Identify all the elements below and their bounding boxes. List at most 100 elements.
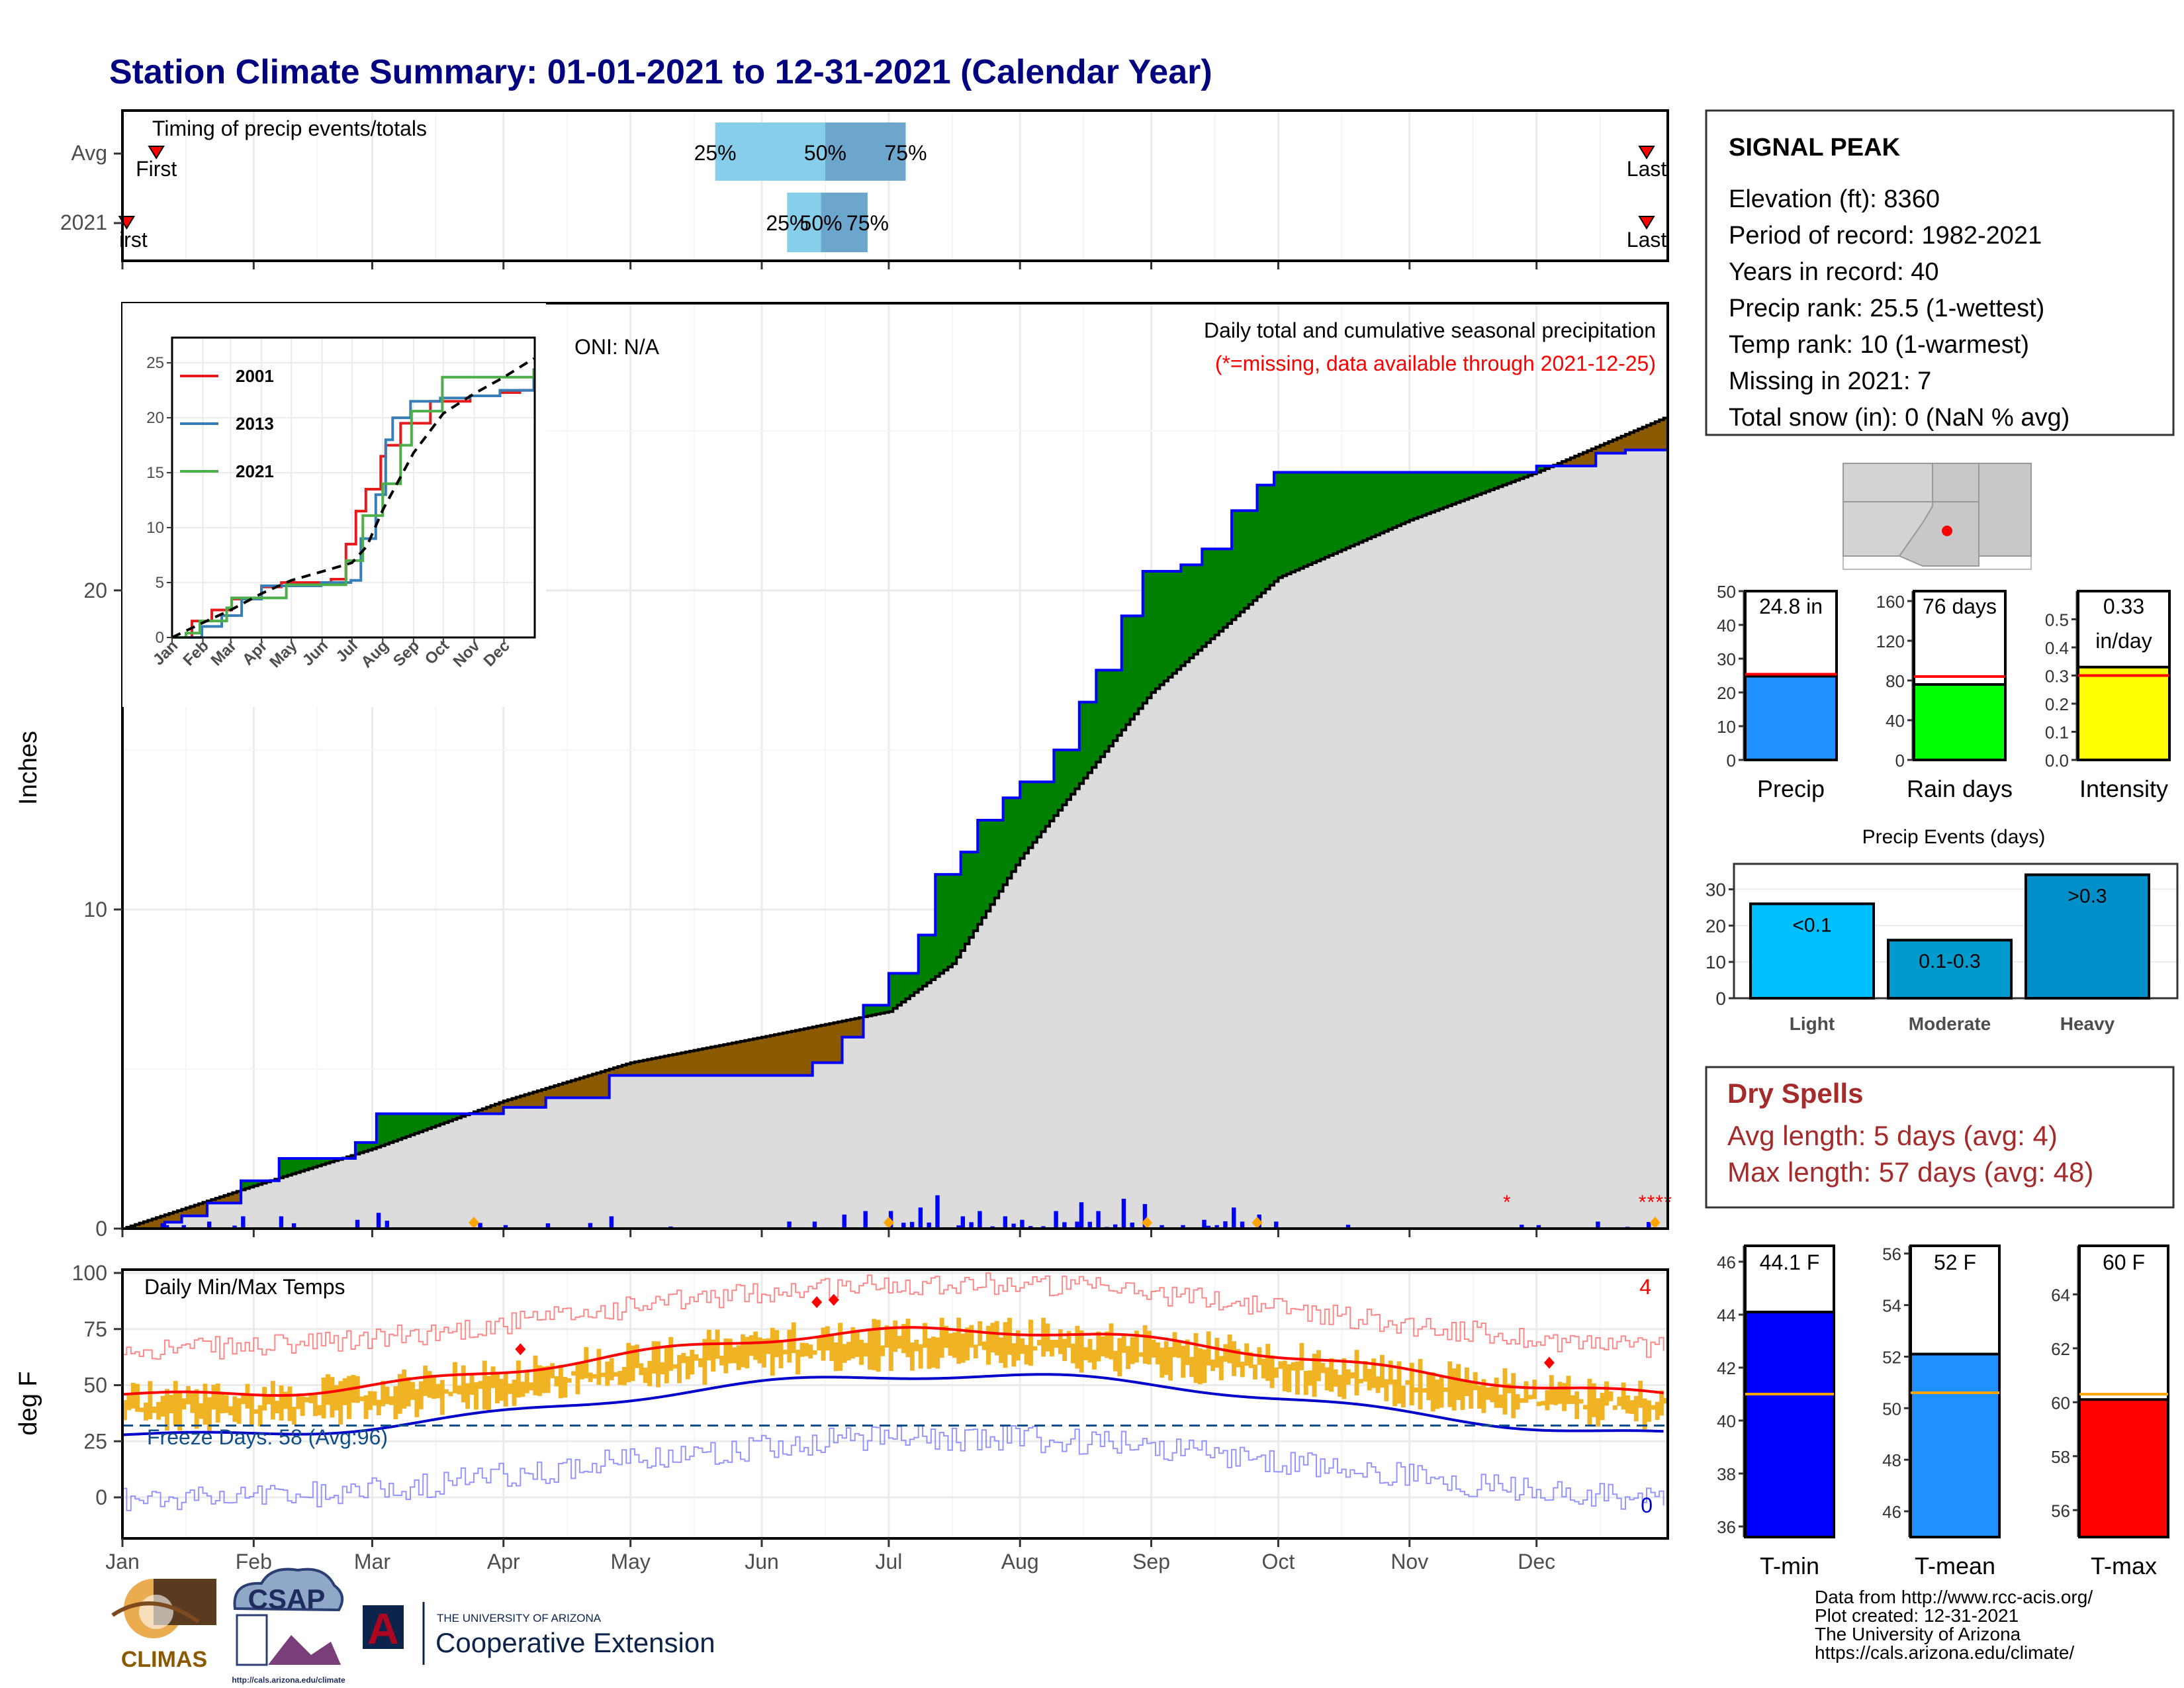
ytick-label: 10 bbox=[1717, 717, 1736, 737]
inset-ytick-label: 10 bbox=[146, 519, 164, 537]
daily-precip-bar bbox=[927, 1222, 931, 1229]
daily-precip-bar bbox=[1011, 1223, 1016, 1229]
month-label: Oct bbox=[1262, 1550, 1295, 1573]
station-info: SIGNAL PEAK Elevation (ft): 8360 Period … bbox=[1705, 109, 2175, 436]
events-title: Precip Events (days) bbox=[1862, 826, 2046, 848]
inset-ytick-label: 25 bbox=[146, 354, 164, 372]
quartile-label: 50% bbox=[800, 211, 842, 235]
ua-extension-text: Cooperative Extension bbox=[435, 1627, 715, 1658]
daily-precip-bar bbox=[935, 1195, 940, 1229]
ytick-label: 0 bbox=[1895, 751, 1905, 771]
daily-precip-bar bbox=[1345, 1225, 1351, 1229]
avg-cumulative-line bbox=[122, 416, 1668, 1230]
bar-chart-precip: 0 10 20 30 40 50 24.8 in Precip bbox=[1717, 582, 1838, 802]
month-label: Jun bbox=[745, 1550, 779, 1573]
oni-label: ONI: N/A bbox=[574, 335, 660, 359]
station-line-3: Years in record: 40 bbox=[1729, 258, 1939, 286]
ytick-label: 54 bbox=[1882, 1296, 1901, 1316]
daily-precip-bar bbox=[232, 1225, 237, 1229]
temp-title: Daily Min/Max Temps bbox=[144, 1275, 345, 1299]
ytick-label: 20 bbox=[1717, 683, 1736, 703]
extreme-precip-marker bbox=[1649, 1217, 1661, 1229]
dry-avg-length: Avg length: 5 days (avg: 4) bbox=[1727, 1120, 2058, 1151]
extreme-precip-marker bbox=[468, 1217, 479, 1229]
avg-max-temp-line bbox=[122, 1326, 1664, 1397]
row-label-2021: 2021 bbox=[60, 211, 107, 234]
legend-label: 2001 bbox=[236, 366, 274, 386]
daily-precip-bar bbox=[376, 1213, 381, 1229]
daily-precip-bar bbox=[241, 1216, 246, 1229]
row-label-avg: Avg bbox=[71, 141, 107, 165]
daily-precip-bar bbox=[1087, 1221, 1092, 1229]
month-label: Aug bbox=[1001, 1550, 1039, 1573]
daily-precip-bar bbox=[1062, 1222, 1067, 1229]
event-bar-heavy bbox=[2025, 873, 2150, 1000]
event-bar-light bbox=[1749, 902, 1875, 1000]
value-bar bbox=[1744, 1311, 1835, 1538]
month-label: Nov bbox=[1390, 1550, 1428, 1573]
ytick-label: 160 bbox=[1876, 592, 1905, 612]
ytick-label: 0.1 bbox=[2045, 723, 2069, 743]
month-label: Jul bbox=[875, 1550, 902, 1573]
daily-precip-bar bbox=[1121, 1198, 1126, 1229]
events-ytick-label: 0 bbox=[1715, 988, 1726, 1009]
precip-ytick-label: 20 bbox=[83, 579, 107, 602]
daily-precip-bar bbox=[1003, 1216, 1008, 1229]
ytick-label: 30 bbox=[1717, 649, 1736, 669]
ytick-label: 120 bbox=[1876, 632, 1905, 651]
event-category: Heavy bbox=[2060, 1013, 2115, 1034]
daily-precip-bar bbox=[918, 1207, 923, 1229]
daily-precip-bar bbox=[1240, 1221, 1245, 1229]
climas-logo: CLIMAS bbox=[111, 1579, 216, 1672]
ytick-label: 80 bbox=[1886, 671, 1905, 691]
record-max-line bbox=[122, 1272, 1664, 1360]
daily-precip-bar bbox=[787, 1221, 792, 1229]
station-line-6: Missing in 2021: 7 bbox=[1729, 367, 1931, 395]
value-unit-label: in/day bbox=[2095, 629, 2152, 653]
csap-url: http://cals.arizona.edu/climate bbox=[232, 1675, 345, 1685]
ua-letter-mark: A bbox=[367, 1604, 399, 1653]
record-high-marker bbox=[515, 1343, 526, 1356]
daily-precip-bar bbox=[1113, 1224, 1118, 1229]
daily-precip-bar bbox=[1520, 1225, 1524, 1229]
cumulative-below-fill bbox=[122, 449, 1668, 1229]
value-bar bbox=[2078, 1398, 2169, 1538]
year-quartile-25-50-bar bbox=[787, 193, 821, 252]
avg-min-temp-line bbox=[122, 1373, 1664, 1436]
daily-precip-bar bbox=[1160, 1225, 1164, 1229]
ytick-label: 40 bbox=[1717, 616, 1736, 635]
ytick-label: 36 bbox=[1717, 1517, 1736, 1537]
quartile-label: 25% bbox=[694, 141, 737, 165]
ytick-label: 44 bbox=[1717, 1305, 1736, 1325]
daily-precip-bar bbox=[812, 1221, 817, 1229]
hot-day-count: 4 bbox=[1639, 1275, 1651, 1299]
ytick-label: 0.4 bbox=[2045, 638, 2069, 658]
precip-note: Daily total and cumulative seasonal prec… bbox=[1204, 318, 1656, 342]
daily-precip-bar bbox=[1596, 1221, 1600, 1229]
event-bar-label: >0.3 bbox=[2068, 885, 2107, 907]
daily-temp-range-bars bbox=[122, 1317, 1668, 1431]
daily-precip-bar bbox=[1020, 1219, 1024, 1229]
ytick-label: 50 bbox=[1882, 1399, 1901, 1419]
daily-precip-bar bbox=[1075, 1221, 1079, 1229]
ytick-label: 40 bbox=[1886, 711, 1905, 731]
daily-precip-bar bbox=[901, 1223, 906, 1229]
extreme-precip-marker bbox=[1142, 1217, 1153, 1229]
ytick-label: 58 bbox=[2051, 1447, 2070, 1467]
daily-precip-bar bbox=[969, 1222, 974, 1229]
daily-precip-bar bbox=[1181, 1225, 1185, 1229]
daily-precip-bar bbox=[1274, 1221, 1279, 1229]
dry-max-length: Max length: 57 days (avg: 48) bbox=[1727, 1156, 2093, 1188]
event-category: Moderate bbox=[1909, 1013, 1991, 1034]
event-category: Light bbox=[1790, 1013, 1835, 1034]
ytick-label: 0.0 bbox=[2045, 751, 2069, 771]
bar-name: T-min bbox=[1760, 1552, 1819, 1579]
month-label: Feb bbox=[236, 1550, 272, 1573]
avg-quartile-25-50-bar bbox=[715, 122, 825, 181]
daily-precip-bar bbox=[1054, 1211, 1058, 1229]
value-bar bbox=[2077, 665, 2171, 761]
event-bar-label: <0.1 bbox=[1792, 914, 1831, 936]
daily-precip-bar bbox=[1130, 1222, 1134, 1229]
